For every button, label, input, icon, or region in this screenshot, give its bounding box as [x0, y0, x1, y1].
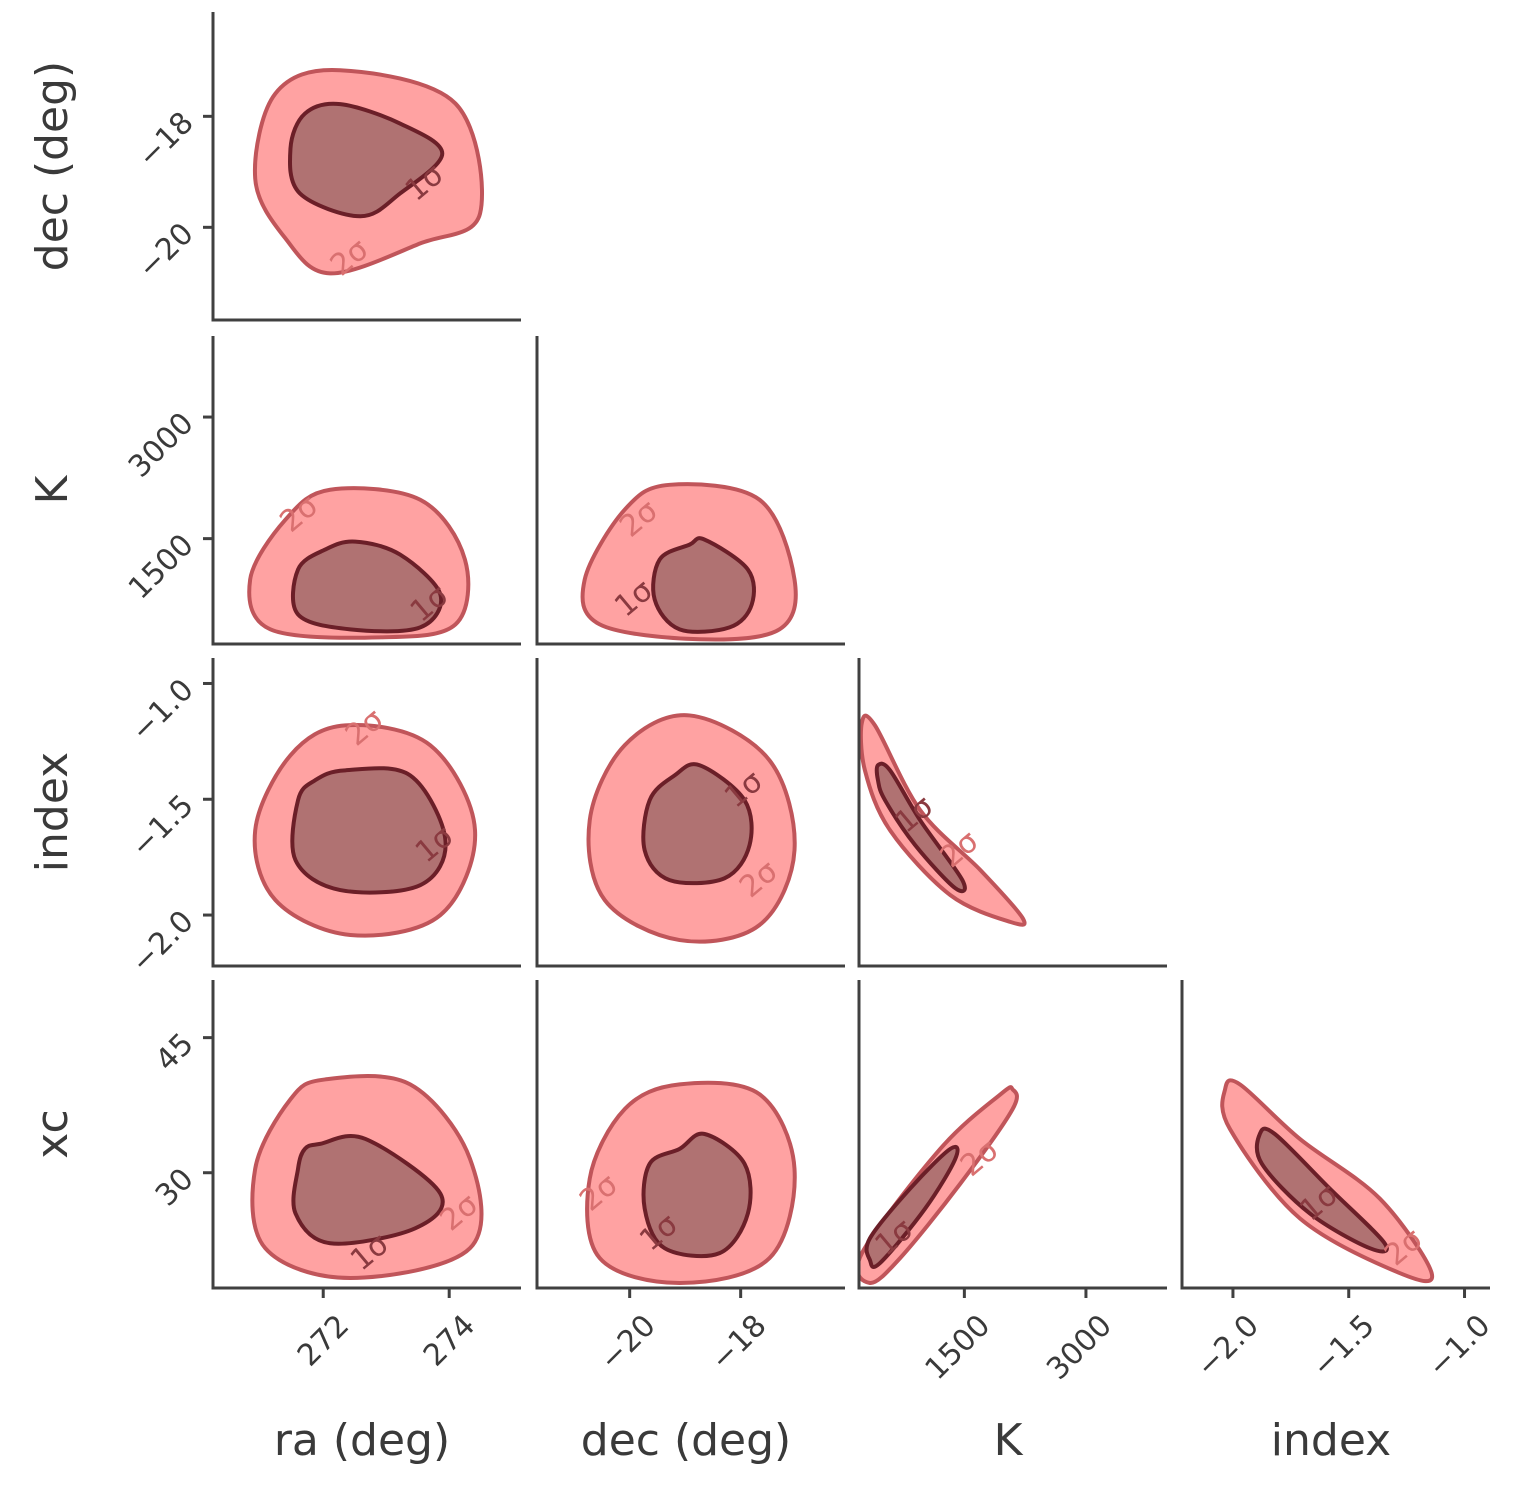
y-axis-label: K — [27, 474, 78, 504]
contour-region — [1254, 1126, 1389, 1254]
contour-region — [291, 1134, 445, 1246]
x-axis-label: ra (deg) — [274, 1415, 450, 1466]
y-axis-label: index — [27, 752, 78, 872]
x-tick-label: 272 — [291, 1308, 356, 1373]
contour-region — [1220, 1078, 1435, 1284]
contour-region — [641, 1131, 753, 1259]
x-tick-label: 1500 — [919, 1308, 998, 1387]
contour-region — [874, 761, 967, 894]
x-tick-label: −1.0 — [1421, 1308, 1497, 1384]
y-axis-label: xc — [27, 1109, 78, 1158]
contour-region — [290, 766, 448, 895]
x-tick-label: 274 — [417, 1308, 482, 1373]
y-tick-label: −1.5 — [124, 788, 200, 864]
x-tick-label: −18 — [704, 1308, 774, 1378]
contour-region — [859, 713, 1027, 927]
x-tick-label: −2.0 — [1190, 1308, 1266, 1384]
contour-region — [641, 762, 754, 886]
x-axis-label: index — [1271, 1415, 1391, 1466]
y-tick-label: −20 — [131, 216, 201, 286]
y-tick-label: 30 — [149, 1162, 201, 1214]
contour-region — [291, 539, 444, 634]
y-axis-label: dec (deg) — [27, 61, 78, 271]
y-tick-label: 45 — [149, 1027, 201, 1079]
y-tick-label: −1.0 — [124, 672, 200, 748]
contour-region — [651, 536, 756, 634]
contour-region — [287, 101, 445, 219]
y-tick-label: −2.0 — [124, 904, 200, 980]
x-tick-label: 3000 — [1040, 1308, 1119, 1387]
x-tick-label: −20 — [593, 1308, 663, 1378]
y-tick-label: −18 — [131, 105, 201, 175]
x-axis-label: dec (deg) — [581, 1415, 791, 1466]
y-tick-label: 3000 — [122, 406, 201, 485]
contour-region — [864, 1144, 960, 1269]
x-tick-label: −1.5 — [1305, 1308, 1381, 1384]
x-axis-label: K — [994, 1415, 1024, 1466]
y-tick-label: 1500 — [122, 528, 201, 607]
